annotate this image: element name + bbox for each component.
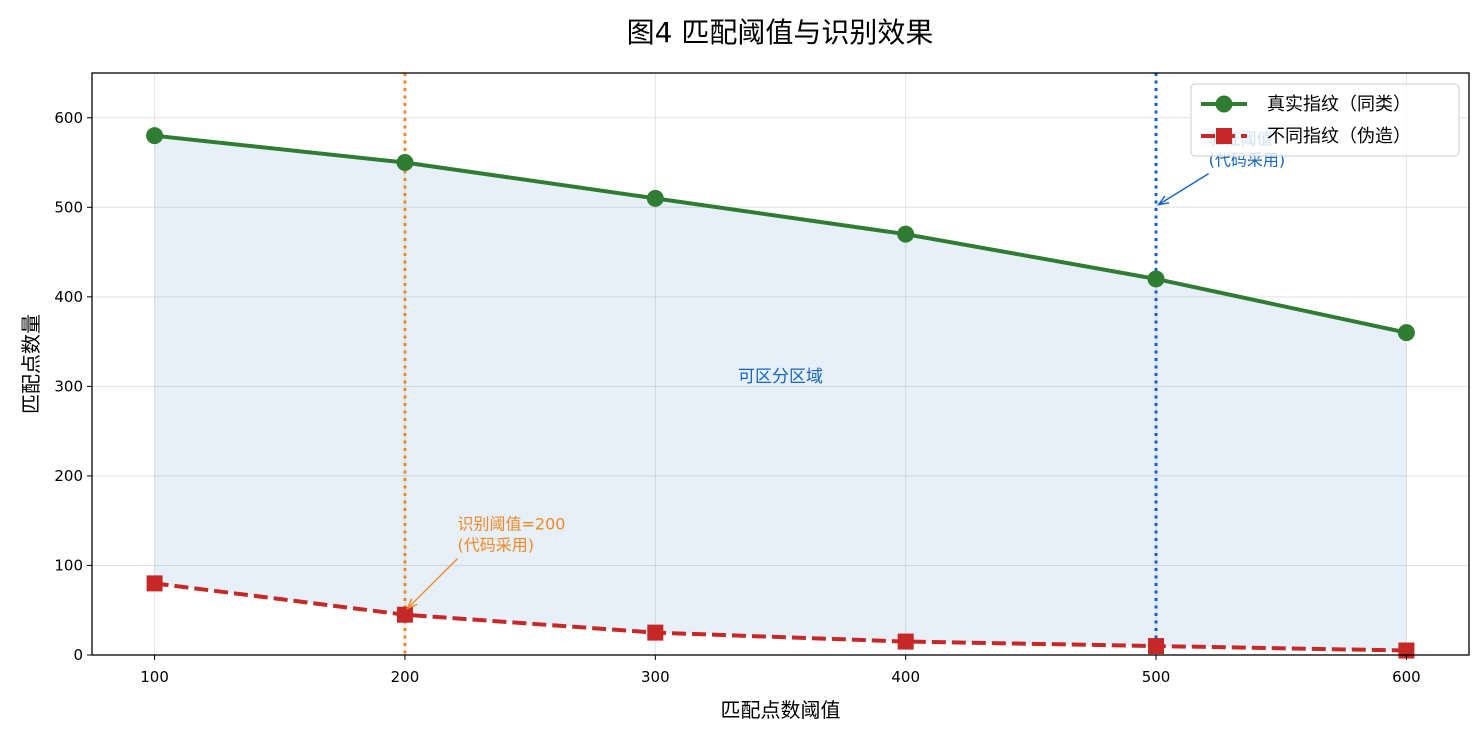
fill-between-area xyxy=(154,135,1407,651)
legend-entry: 真实指纹（同类） xyxy=(1267,94,1411,115)
x-tick-label: 100 xyxy=(140,668,169,686)
annotation-arrowhead xyxy=(1156,195,1170,206)
series-group xyxy=(146,127,1415,659)
region-label: 可区分区域 xyxy=(738,367,823,387)
y-tick-label: 600 xyxy=(54,109,83,127)
data-point xyxy=(646,189,664,207)
x-tick-label: 200 xyxy=(391,668,420,686)
data-point xyxy=(396,154,414,172)
annotation-arrowhead xyxy=(406,598,418,610)
y-tick-label: 300 xyxy=(54,377,83,395)
y-tick-label: 500 xyxy=(54,198,83,216)
legend-entry: 不同指纹（伪造） xyxy=(1267,126,1411,147)
data-point xyxy=(146,127,164,145)
annotation-arrow xyxy=(1158,173,1209,206)
chart-title: 图4 匹配阈值与识别效果 xyxy=(627,16,934,49)
data-point xyxy=(1397,324,1415,342)
annotation-text: 识别阈值=200 (代码采用) xyxy=(458,515,566,555)
y-tick-label: 400 xyxy=(54,288,83,306)
axis-ticks: 100 200 300 400 500 600 0 100 200 300 400 500 600 xyxy=(54,109,1420,686)
y-tick-label: 0 xyxy=(73,646,83,664)
series-line-1 xyxy=(154,133,1407,335)
legend: 真实指纹（同类） 不同指纹（伪造） xyxy=(1190,83,1460,157)
annotation-line: (代码采用) xyxy=(458,536,534,555)
x-axis-title: 匹配点数阈值 xyxy=(721,698,841,722)
data-point xyxy=(1147,270,1165,288)
legend-marker xyxy=(1216,128,1232,144)
y-axis-title: 匹配点数量 xyxy=(19,314,43,414)
data-point xyxy=(897,633,914,650)
y-tick-label: 100 xyxy=(54,556,83,574)
legend-box xyxy=(1190,83,1460,157)
data-point xyxy=(647,624,664,641)
x-tick-label: 600 xyxy=(1392,668,1421,686)
series-line-2 xyxy=(154,581,1407,653)
fill-region: 可区分区域 xyxy=(154,135,1407,651)
annotation-line: 识别阈值=200 xyxy=(458,515,566,534)
x-tick-label: 400 xyxy=(891,668,920,686)
data-point xyxy=(1148,638,1165,655)
data-point xyxy=(897,225,915,243)
data-point xyxy=(146,575,163,592)
legend-marker xyxy=(1215,95,1233,113)
y-tick-label: 200 xyxy=(54,467,83,485)
data-point xyxy=(396,606,413,623)
x-tick-label: 300 xyxy=(641,668,670,686)
x-tick-label: 500 xyxy=(1142,668,1171,686)
annotation-arrow xyxy=(406,558,459,609)
plot-frame xyxy=(91,72,1470,656)
